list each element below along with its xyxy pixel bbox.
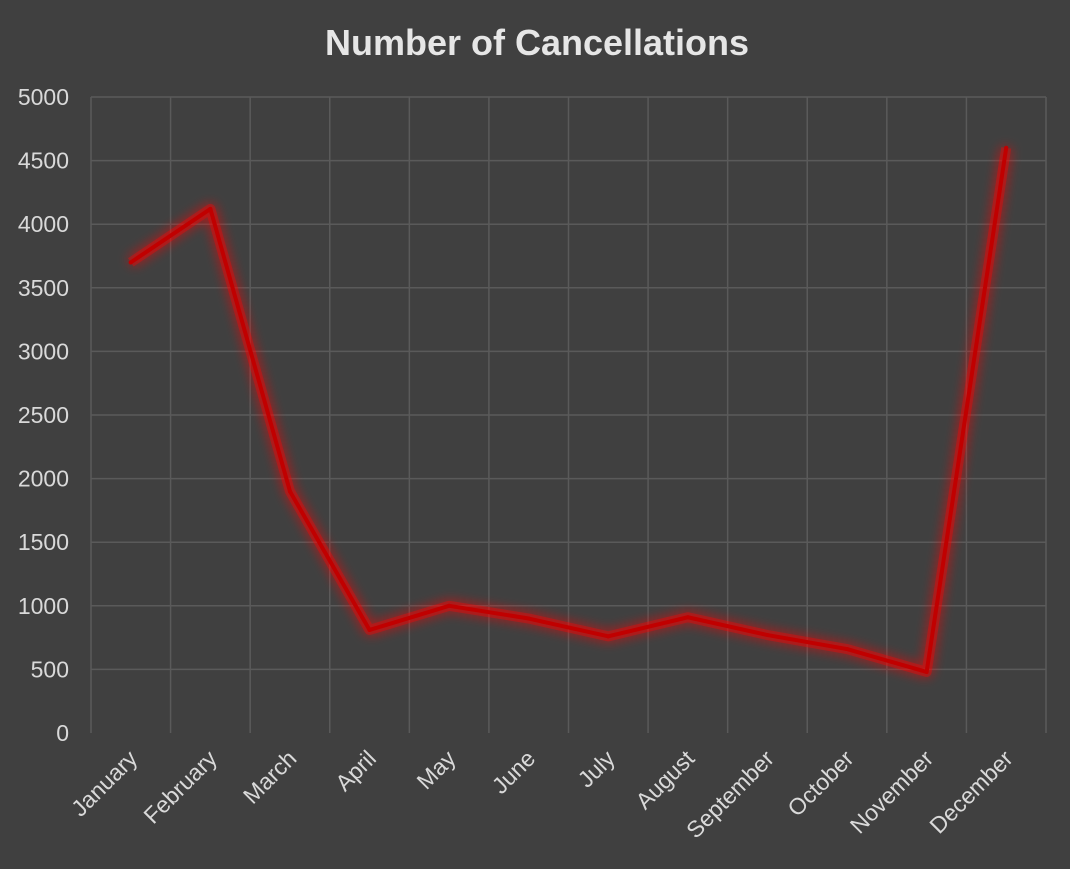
- data-point: [447, 603, 452, 608]
- x-tick-label: June: [487, 745, 541, 799]
- data-point: [208, 206, 213, 211]
- x-tick-label: October: [782, 745, 858, 821]
- x-tick-label: May: [412, 745, 461, 794]
- data-point: [606, 634, 611, 639]
- data-point: [765, 633, 770, 638]
- x-tick-label: February: [138, 745, 222, 829]
- series-line: [128, 145, 1009, 674]
- x-tick-label: July: [573, 745, 621, 793]
- grid-lines: [90, 96, 1047, 733]
- x-tick-label: January: [66, 745, 143, 822]
- y-tick-label: 1500: [18, 529, 69, 555]
- x-tick-label: August: [630, 745, 699, 814]
- data-point: [526, 616, 531, 621]
- x-tick-label: April: [330, 745, 381, 796]
- data-point: [924, 669, 929, 674]
- y-tick-label: 2000: [18, 466, 69, 492]
- series-group: [128, 145, 1012, 677]
- data-point: [1004, 145, 1009, 150]
- data-point: [845, 647, 850, 652]
- x-tick-label: September: [681, 745, 779, 843]
- data-point: [287, 489, 292, 494]
- chart-title: Number of Cancellations: [325, 22, 749, 63]
- data-point: [685, 615, 690, 620]
- y-tick-label: 4000: [18, 211, 69, 237]
- x-tick-label: March: [238, 745, 302, 809]
- y-axis-tick-labels: 0 500 1000 1500 2000 2500 3000 3500 4000 4500 5000: [18, 84, 69, 746]
- x-tick-label: December: [924, 745, 1018, 839]
- y-tick-label: 2500: [18, 402, 69, 428]
- x-tick-label: November: [845, 745, 939, 839]
- data-point: [128, 260, 133, 265]
- data-point: [367, 627, 372, 632]
- y-tick-label: 4500: [18, 148, 69, 174]
- y-tick-label: 3000: [18, 338, 69, 364]
- y-tick-label: 0: [56, 720, 69, 746]
- y-tick-label: 1000: [18, 593, 69, 619]
- y-tick-label: 3500: [18, 275, 69, 301]
- y-tick-label: 500: [31, 656, 69, 682]
- y-tick-label: 5000: [18, 84, 69, 110]
